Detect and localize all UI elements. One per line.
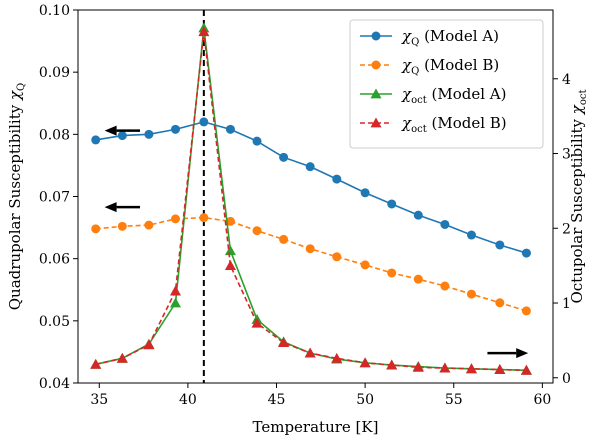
- series-1-point-6: [252, 226, 262, 236]
- series-0-point-1: [117, 131, 127, 141]
- series-3-point-6: [251, 317, 263, 328]
- series-3-point-12: [412, 361, 424, 372]
- series-1-point-9: [332, 252, 342, 262]
- axis-arrows-layer: [104, 125, 529, 359]
- series-1-point-8: [305, 244, 315, 254]
- axis-arrow-1: [104, 202, 141, 213]
- series-0-point-13: [440, 219, 450, 229]
- series-1-point-5: [225, 216, 235, 226]
- x-tick-label-2: 45: [268, 392, 286, 408]
- legend-label-1: χQ (Model B): [401, 56, 499, 77]
- series-0-point-11: [387, 199, 397, 209]
- x-tick-label-1: 40: [179, 392, 197, 408]
- y-left-tick-label-3: 0.07: [39, 190, 70, 206]
- series-0-point-15: [495, 240, 505, 250]
- y-left-tick-label-4: 0.08: [39, 127, 70, 143]
- series-1-point-16: [521, 306, 531, 316]
- legend: χQ (Model A) χQ (Model B) χoct (Model A) χo…: [349, 19, 544, 149]
- series-3-point-4: [198, 26, 210, 37]
- y-right-axis-label: Octupolar Susceptibility χoct: [568, 89, 589, 303]
- axis-arrow-0: [104, 125, 141, 136]
- y-left-tick-label-2: 0.06: [39, 252, 70, 268]
- series-3-point-9: [331, 352, 343, 363]
- series-0-point-6: [252, 136, 262, 146]
- x-tick-label-4: 55: [445, 392, 463, 408]
- y-right-tick-label-3: 3: [562, 147, 571, 163]
- legend-entry-2: χoct (Model A): [360, 85, 506, 106]
- series-3-point-11: [386, 359, 398, 370]
- axes-layer: 35 40 45 50 55 600.040.050.060.070.080.090.10…: [6, 3, 589, 436]
- series-0-point-0: [91, 135, 101, 145]
- y-right-tick-label-0: 0: [562, 371, 571, 387]
- series-3-point-8: [304, 347, 316, 358]
- series-1-point-10: [360, 260, 370, 270]
- legend-label-2: χoct (Model A): [401, 85, 506, 106]
- series-0-point-16: [521, 248, 531, 258]
- series-3-point-1: [116, 352, 128, 363]
- series-0-point-2: [144, 129, 154, 139]
- x-tick-label-5: 60: [533, 392, 551, 408]
- series-1-point-0: [91, 224, 101, 234]
- y-right-tick-label-1: 1: [562, 296, 571, 312]
- series-1-point-1: [117, 221, 127, 231]
- series-3-point-14: [465, 363, 477, 374]
- series-1-point-3: [170, 214, 180, 224]
- y-right-tick-label-4: 4: [562, 72, 571, 88]
- series-3-point-7: [278, 337, 290, 348]
- series-1-point-7: [279, 234, 289, 244]
- series-3-point-15: [494, 364, 506, 374]
- series-0-point-5: [225, 124, 235, 134]
- series-1-point-13: [440, 281, 450, 291]
- y-left-tick-label-6: 0.10: [39, 3, 70, 19]
- series-2-point-5: [224, 245, 236, 256]
- legend-entry-1: χQ (Model B): [360, 56, 499, 77]
- series-1-point-2: [144, 220, 154, 230]
- series-1-point-12: [413, 274, 423, 284]
- series-0-point-3: [170, 124, 180, 134]
- series-3-point-0: [90, 358, 102, 369]
- series-3-point-2: [143, 339, 155, 350]
- series-2-point-3: [169, 297, 181, 308]
- series-0-point-9: [332, 174, 342, 184]
- series-1-point-11: [387, 268, 397, 278]
- y-left-tick-label-0: 0.04: [39, 376, 70, 392]
- series-3-point-13: [439, 362, 451, 373]
- y-right-tick-label-2: 2: [562, 221, 571, 237]
- legend-box: [349, 19, 544, 149]
- legend-label-3: χoct (Model B): [401, 114, 507, 135]
- x-tick-label-3: 50: [356, 392, 374, 408]
- series-0-point-8: [305, 162, 315, 172]
- y-left-axis-label: Quadrupolar Susceptibility χQ: [6, 83, 27, 311]
- series-1-point-4: [199, 213, 209, 223]
- series-3-point-3: [169, 285, 181, 296]
- series-layer: [90, 10, 532, 383]
- series-0-point-14: [466, 230, 476, 240]
- series-1-point-14: [466, 289, 476, 299]
- series-0-point-7: [279, 152, 289, 162]
- series-1-point-15: [495, 298, 505, 308]
- series-3-point-5: [224, 260, 236, 271]
- y-left-tick-label-1: 0.05: [39, 314, 70, 330]
- x-tick-label-0: 35: [90, 392, 108, 408]
- y-left-tick-label-5: 0.09: [39, 65, 70, 81]
- series-0-point-4: [199, 117, 209, 127]
- series-0-point-12: [413, 210, 423, 220]
- series-3-point-10: [359, 357, 371, 368]
- series-0-point-10: [360, 188, 370, 198]
- series-3-point-16: [520, 364, 532, 375]
- legend-entry-3: χoct (Model B): [360, 114, 507, 135]
- x-axis-label: Temperature [K]: [253, 418, 379, 436]
- legend-entry-0: χQ (Model A): [360, 27, 499, 48]
- legend-label-0: χQ (Model A): [401, 27, 499, 48]
- axis-arrow-2: [487, 348, 529, 359]
